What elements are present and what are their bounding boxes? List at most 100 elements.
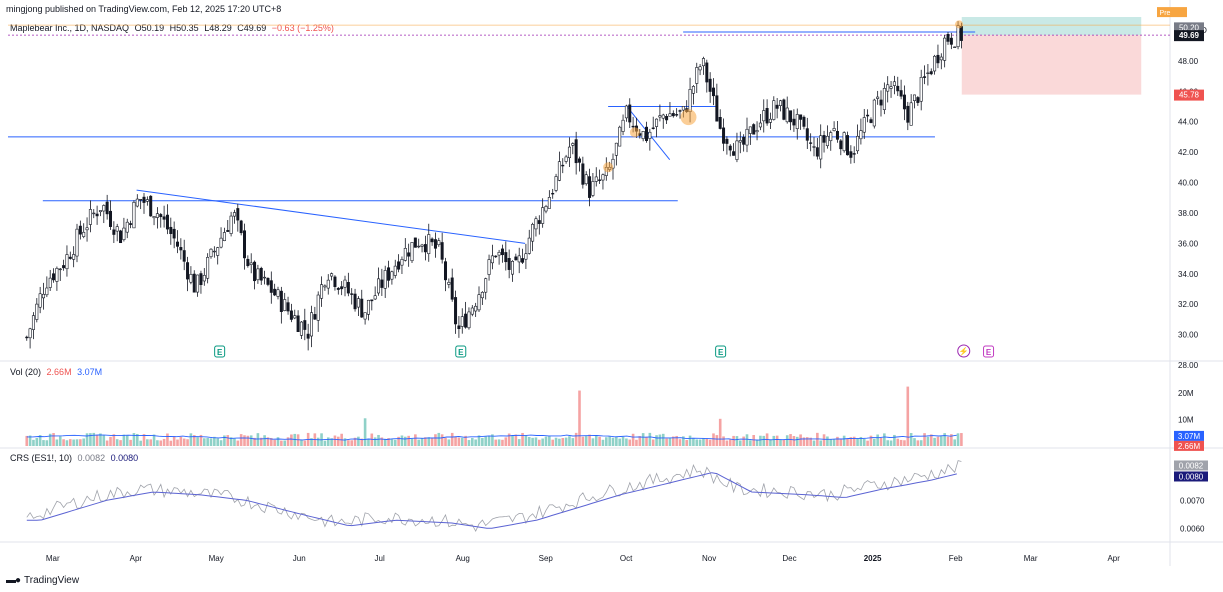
volume-bar [916, 440, 920, 446]
volume-bar [132, 433, 136, 446]
volume-bar [316, 437, 320, 446]
volume-bar [404, 436, 407, 446]
volume-bar [943, 433, 946, 446]
candle-body [758, 122, 762, 128]
volume-bar [48, 433, 52, 446]
crs-line [26, 460, 962, 532]
candle-body [591, 181, 595, 196]
volume-bar [940, 436, 943, 446]
candle-body [259, 267, 263, 281]
candle-body [55, 268, 59, 282]
candle-body [645, 126, 649, 141]
volume-bar [846, 438, 849, 446]
volume-bar [702, 438, 705, 446]
volume-bar [491, 434, 494, 446]
candle-body [581, 163, 585, 185]
volume-bar [203, 438, 206, 446]
candle-body [286, 302, 290, 312]
volume-bar [832, 439, 836, 446]
candle-body [789, 110, 793, 123]
highlight-marker [603, 162, 614, 173]
volume-bar [129, 439, 132, 446]
candle-body [812, 146, 816, 148]
volume-bar [471, 437, 474, 446]
volume-bar [213, 436, 216, 446]
volume-bar [785, 435, 789, 446]
candle-body [360, 298, 364, 318]
volume-bar [99, 433, 102, 446]
candle-body [122, 227, 126, 240]
highlight-marker [680, 109, 697, 126]
volume-bar [648, 432, 652, 446]
candle-body [578, 158, 582, 163]
candle-body [567, 146, 571, 159]
candle-body [105, 201, 109, 215]
volume-ma-value: 3.07M [77, 367, 103, 377]
volume-bar [755, 439, 759, 446]
volume-value: 2.66M [46, 367, 72, 377]
candle-body [333, 276, 337, 287]
volume-bar [504, 437, 508, 446]
candle-body [698, 66, 702, 71]
candle-body [263, 276, 267, 279]
candle-body [477, 294, 481, 311]
volume-bar [538, 439, 541, 446]
crs-tag-b-label: 0.0080 [1179, 472, 1204, 481]
time-tick-label: Mar [46, 554, 60, 563]
candle-body [102, 205, 106, 212]
candle-body [373, 295, 377, 300]
candle-body [695, 67, 699, 84]
volume-bar [651, 439, 655, 446]
volume-bar [450, 432, 454, 446]
crs-value-a: 0.0082 [77, 453, 106, 463]
volume-bar [933, 437, 936, 446]
candle-body [239, 220, 243, 234]
candle-body [728, 145, 732, 151]
candle-body [437, 240, 441, 246]
candle-body [484, 278, 488, 293]
candle-body [939, 56, 943, 61]
volume-bar [119, 440, 122, 446]
candle-body [889, 86, 893, 89]
candle-body [537, 220, 541, 224]
volume-bar [879, 437, 883, 446]
candle-body [192, 273, 196, 293]
volume-bar [511, 435, 514, 446]
candle-body [571, 143, 575, 146]
candle-body [132, 202, 136, 229]
volume-legend: Vol (20) 2.66M 3.07M [10, 367, 102, 377]
volume-bar [866, 440, 869, 446]
volume-bar [584, 436, 588, 446]
volume-bar [615, 436, 618, 446]
volume-bar [400, 435, 404, 446]
volume-bar [373, 437, 377, 446]
candle-body [825, 135, 829, 147]
candle-body [480, 291, 484, 299]
crs-ma-line [26, 472, 957, 529]
volume-bar [732, 435, 735, 446]
candle-body [762, 110, 766, 122]
earnings-marker [983, 345, 995, 358]
candle-body [872, 99, 876, 127]
volume-ma-line [26, 434, 957, 441]
close-label: C [237, 23, 244, 33]
candle-body [765, 108, 769, 124]
stop-price-label: 45.78 [1179, 91, 1200, 100]
crs-tick-label: 0.0070 [1180, 496, 1205, 505]
volume-bar [196, 437, 199, 446]
candle-body [531, 224, 535, 242]
volume-bar [223, 435, 226, 446]
candle-body [916, 97, 920, 103]
candle-body [92, 212, 96, 215]
volume-bar [829, 439, 833, 446]
crs-tag-a-label: 0.0082 [1179, 461, 1204, 470]
candle-body [172, 228, 176, 239]
volume-bar [236, 440, 240, 446]
volume-bar [735, 436, 739, 446]
volume-bar [601, 439, 605, 446]
candle-body [772, 100, 776, 120]
volume-bar [775, 435, 779, 446]
volume-bar [802, 437, 806, 446]
candle-body [189, 274, 193, 283]
